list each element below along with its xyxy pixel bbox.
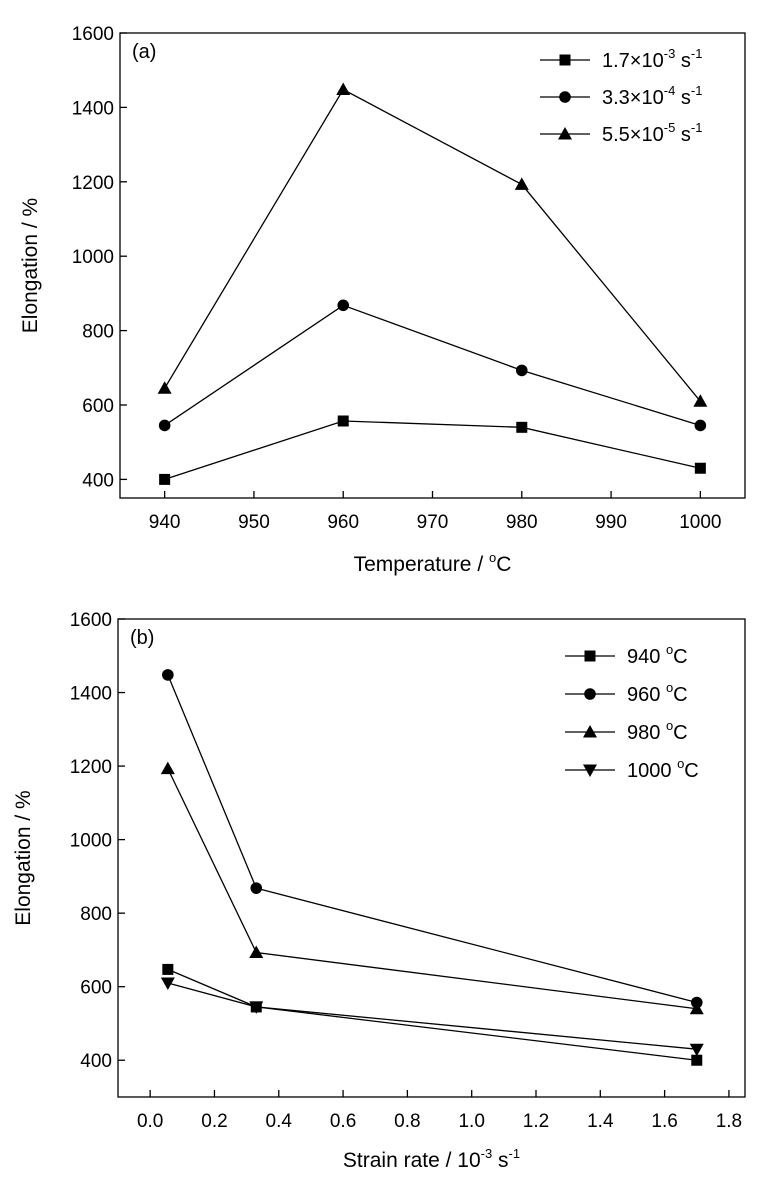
data-point [693, 394, 708, 407]
x-tick-label: 980 [506, 512, 538, 533]
legend-marker [583, 725, 597, 738]
y-axis-title: Elongation / % [12, 790, 35, 925]
series-line [164, 304, 701, 427]
data-point [162, 963, 174, 975]
x-tick-label: 0.0 [137, 1111, 163, 1132]
y-tick-label: 1200 [72, 173, 114, 194]
y-tick-label: 1600 [72, 24, 114, 45]
y-tick-label: 1400 [72, 98, 114, 119]
legend-label: 1000 oC [627, 756, 699, 782]
y-tick-label: 1000 [70, 831, 112, 852]
y-tick-label: 800 [82, 322, 114, 343]
x-tick-label: 0.6 [330, 1111, 356, 1132]
y-tick-label: 400 [80, 1051, 112, 1072]
x-tick-label: 990 [595, 512, 627, 533]
legend: 940 oC 960 oC 980 oC 1000 oC [565, 642, 699, 782]
x-tick-label: 1.2 [523, 1111, 549, 1132]
x-axis-title: Temperature / oC [354, 550, 512, 576]
series-4 [160, 977, 704, 1057]
data-point [336, 82, 351, 96]
y-tick-label: 400 [82, 470, 114, 491]
series-3 [157, 82, 708, 407]
y-tick-label: 1600 [70, 610, 112, 631]
y-tick-label: 600 [80, 978, 112, 999]
data-point [516, 421, 528, 433]
data-point [694, 462, 706, 474]
panel-label: (b) [130, 627, 154, 649]
y-tick-label: 1000 [72, 247, 114, 268]
data-point [157, 381, 172, 394]
x-tick-label: 1.4 [587, 1111, 614, 1132]
x-tick-label: 0.4 [266, 1111, 293, 1132]
series-3 [160, 761, 704, 1015]
x-tick-label: 1.8 [716, 1111, 742, 1132]
x-tick-label: 970 [417, 512, 449, 533]
x-tick-label: 940 [149, 512, 181, 533]
legend-label: 3.3×10-4 s-1 [602, 83, 702, 109]
legend-marker [558, 127, 572, 140]
y-tick-label: 800 [80, 904, 112, 925]
legend: 1.7×10-3 s-1 3.3×10-4 s-1 5.5×10-5 s-1 [540, 46, 702, 146]
x-tick-label: 1000 [679, 512, 721, 533]
data-point [337, 415, 349, 427]
data-point [162, 669, 174, 681]
data-point [160, 977, 175, 991]
data-point [337, 299, 350, 312]
legend-marker [559, 91, 571, 103]
legend-label: 1.7×10-3 s-1 [602, 46, 702, 72]
series-1 [162, 963, 703, 1066]
legend-label: 960 oC [627, 680, 688, 706]
legend-label: 940 oC [627, 642, 688, 668]
x-tick-label: 1.6 [651, 1111, 677, 1132]
x-tick-label: 0.2 [201, 1111, 227, 1132]
data-point [250, 882, 263, 894]
legend-marker [583, 764, 597, 777]
y-axis-title: Elongation / % [19, 198, 42, 333]
chart-panel-2: 400 600 800 1000 1200 1400 1600 0.0 0.2 0.4 0.6 0.8… [12, 610, 746, 1172]
legend-label: 980 oC [627, 718, 688, 744]
series-line [167, 674, 697, 1004]
data-point [514, 177, 529, 190]
data-point [691, 1054, 703, 1066]
series-2 [158, 299, 707, 432]
series-2 [162, 669, 703, 1009]
data-point [249, 1001, 264, 1014]
legend-marker [584, 688, 596, 700]
chart-panel-1: 400 600 800 1000 1200 1400 1600 940 950 960 970 980… [19, 24, 746, 576]
legend-marker [584, 650, 596, 662]
data-point [249, 945, 264, 958]
series-line [167, 968, 697, 1061]
data-point [159, 473, 171, 485]
legend-label: 5.5×10-5 s-1 [602, 120, 702, 146]
series-line [164, 420, 701, 481]
data-point [694, 419, 707, 432]
data-point [160, 761, 175, 775]
data-point [689, 1001, 704, 1015]
panel-label: (a) [132, 41, 156, 63]
plot-frame [117, 618, 746, 1098]
legend-marker [559, 54, 571, 66]
x-tick-label: 1.0 [458, 1111, 484, 1132]
y-tick-label: 600 [82, 396, 114, 417]
x-tick-label: 960 [327, 512, 359, 533]
x-tick-label: 0.8 [394, 1111, 420, 1132]
series-line [167, 982, 697, 1050]
series-1 [159, 415, 706, 485]
data-point [689, 1043, 704, 1057]
data-point [158, 419, 171, 432]
x-axis-title: Strain rate / 10-3 s-1 [343, 1146, 520, 1172]
data-point [515, 364, 528, 377]
y-tick-label: 1200 [70, 757, 112, 778]
series-line [164, 88, 701, 402]
y-tick-label: 1400 [70, 684, 112, 705]
x-tick-label: 950 [238, 512, 270, 533]
series-line [167, 768, 697, 1010]
